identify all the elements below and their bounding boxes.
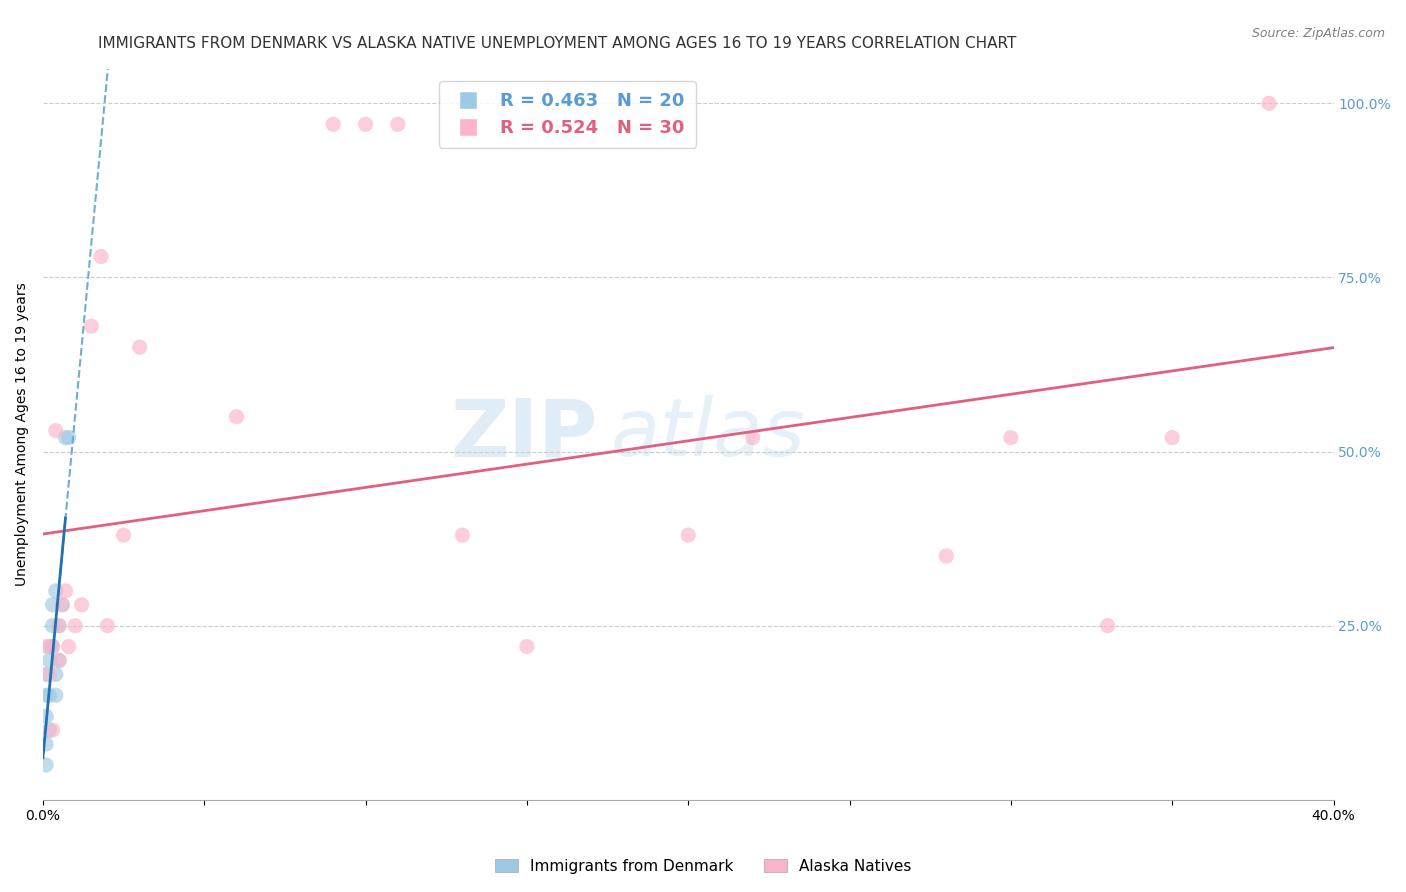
Point <box>58 640 80 654</box>
Point <box>45 667 67 681</box>
Point <box>112 528 135 542</box>
Point <box>1161 431 1184 445</box>
Point <box>387 117 409 131</box>
Point <box>38 688 60 702</box>
Point <box>354 117 377 131</box>
Point <box>41 598 63 612</box>
Point <box>35 688 58 702</box>
Point <box>1258 96 1281 111</box>
Point <box>41 618 63 632</box>
Text: Source: ZipAtlas.com: Source: ZipAtlas.com <box>1251 27 1385 40</box>
Legend: Immigrants from Denmark, Alaska Natives: Immigrants from Denmark, Alaska Natives <box>489 853 917 880</box>
Point <box>225 409 247 424</box>
Point <box>35 709 58 723</box>
Point <box>128 340 150 354</box>
Point <box>35 640 58 654</box>
Point <box>96 618 118 632</box>
Point <box>90 250 112 264</box>
Point <box>935 549 957 563</box>
Point <box>55 583 77 598</box>
Point <box>48 618 70 632</box>
Text: atlas: atlas <box>610 395 806 473</box>
Point <box>322 117 344 131</box>
Point <box>41 640 63 654</box>
Text: ZIP: ZIP <box>450 395 598 473</box>
Point <box>41 723 63 738</box>
Point <box>38 723 60 738</box>
Point <box>58 431 80 445</box>
Point <box>70 598 93 612</box>
Point <box>63 618 86 632</box>
Point <box>741 431 763 445</box>
Point <box>38 640 60 654</box>
Point <box>45 688 67 702</box>
Point <box>48 618 70 632</box>
Point <box>51 598 73 612</box>
Point <box>45 583 67 598</box>
Legend: R = 0.463   N = 20, R = 0.524   N = 30: R = 0.463 N = 20, R = 0.524 N = 30 <box>439 81 696 148</box>
Point <box>1000 431 1022 445</box>
Point <box>38 667 60 681</box>
Point <box>48 653 70 667</box>
Point <box>35 667 58 681</box>
Point <box>1097 618 1119 632</box>
Point <box>35 737 58 751</box>
Text: IMMIGRANTS FROM DENMARK VS ALASKA NATIVE UNEMPLOYMENT AMONG AGES 16 TO 19 YEARS : IMMIGRANTS FROM DENMARK VS ALASKA NATIVE… <box>98 36 1017 51</box>
Point <box>55 431 77 445</box>
Point <box>451 528 474 542</box>
Point <box>676 528 699 542</box>
Point <box>38 653 60 667</box>
Y-axis label: Unemployment Among Ages 16 to 19 years: Unemployment Among Ages 16 to 19 years <box>15 282 30 586</box>
Point <box>48 653 70 667</box>
Point <box>45 424 67 438</box>
Point <box>516 640 538 654</box>
Point <box>80 319 103 334</box>
Point <box>51 598 73 612</box>
Point <box>35 758 58 772</box>
Point <box>41 640 63 654</box>
